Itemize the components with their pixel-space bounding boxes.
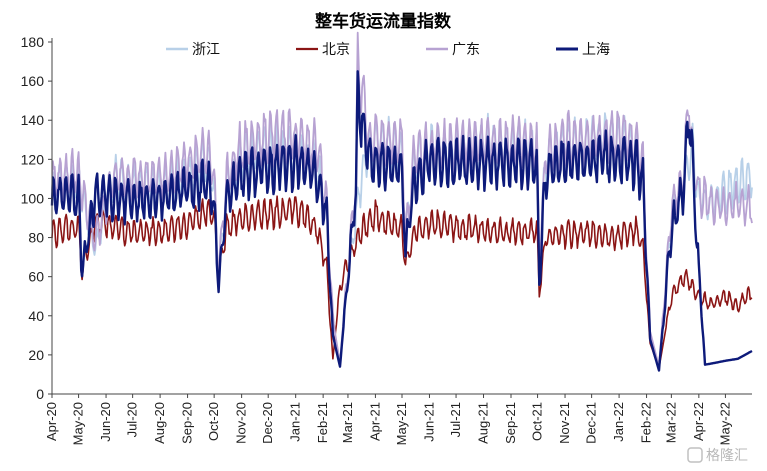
y-tick-label: 80 [28, 230, 44, 246]
y-tick-label: 180 [21, 34, 45, 50]
legend-label: 广东 [452, 42, 480, 58]
legend-label: 浙江 [192, 42, 220, 58]
x-tick-label: May-20 [71, 402, 86, 445]
x-tick-label: Nov-20 [234, 402, 249, 444]
x-tick-label: Dec-20 [260, 402, 275, 444]
legend-label: 上海 [582, 42, 610, 58]
x-tick-label: Feb-21 [315, 402, 330, 443]
x-tick-label: Jun-21 [421, 402, 436, 442]
x-tick-label: Sep-21 [503, 402, 518, 444]
x-tick-label: Jan-21 [288, 402, 303, 442]
x-tick-label: Apr-22 [691, 402, 706, 441]
y-axis: 0 20 40 60 80 100 120 140 160 180 [21, 34, 53, 402]
y-tick-label: 40 [28, 308, 44, 324]
x-tick-label: May-21 [394, 402, 409, 445]
series-line-4 [50, 70, 753, 372]
legend: 浙江 北京 广东 上海 [166, 42, 610, 58]
x-tick-label: Sep-20 [180, 402, 195, 444]
x-tick-label: Feb-22 [639, 402, 654, 443]
x-tick-label: Dec-21 [584, 402, 599, 444]
plot-area [50, 31, 753, 372]
x-tick-label: May-22 [717, 402, 732, 445]
x-tick-label: Apr-20 [44, 402, 59, 441]
x-tick-label: Nov-21 [557, 402, 572, 444]
watermark-logo: 格隆汇 [687, 447, 748, 464]
y-tick-label: 100 [21, 190, 45, 206]
x-axis: Apr-20 May-20 Jun-20 Jul-20 Aug-20 Sep-20 Oct-… [44, 393, 752, 445]
x-tick-label: Aug-20 [152, 402, 167, 444]
y-tick-label: 60 [28, 269, 44, 285]
x-tick-label: Mar-22 [663, 402, 678, 443]
x-tick-label: Apr-21 [367, 402, 382, 441]
x-tick-label: Jan-22 [611, 402, 626, 442]
y-tick-label: 140 [21, 112, 45, 128]
x-tick-label: Mar-21 [340, 402, 355, 443]
y-tick-label: 160 [21, 73, 45, 89]
x-tick-label: Oct-20 [206, 402, 221, 441]
x-tick-label: Aug-21 [476, 402, 491, 444]
y-tick-label: 120 [21, 151, 45, 167]
chart-title: 整车货运流量指数 [315, 11, 452, 32]
x-tick-label: Jun-20 [98, 402, 113, 442]
y-tick-label: 20 [28, 347, 44, 363]
x-tick-label: Jul-20 [125, 402, 140, 437]
x-tick-label: Oct-21 [530, 402, 545, 441]
watermark-text: 格隆汇 [706, 448, 748, 464]
x-tick-label: Jul-21 [448, 402, 463, 437]
series-line-2 [51, 195, 753, 370]
y-tick-label: 0 [36, 386, 44, 402]
legend-label: 北京 [322, 42, 350, 58]
